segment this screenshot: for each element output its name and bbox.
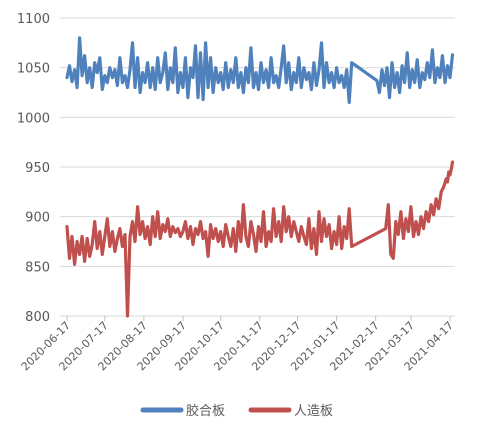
series-lines — [65, 36, 455, 318]
y-tick-label: 1100 — [17, 12, 50, 27]
y-tick-label: 1050 — [17, 62, 50, 77]
y-axis-ticks: 800 850 900 950 1000 1050 1100 — [17, 12, 50, 325]
y-tick-label: 850 — [25, 260, 50, 275]
y-tick-label: 900 — [25, 211, 50, 226]
x-axis-ticks: 2020-06-172020-07-172020-08-172020-09-17… — [19, 316, 456, 373]
y-tick-label: 800 — [25, 310, 50, 325]
y-tick-label: 1000 — [17, 111, 50, 126]
legend: 胶合板 人造板 — [140, 403, 333, 419]
y-tick-label: 950 — [25, 161, 50, 176]
legend-label-plywood: 胶合板 — [186, 403, 225, 419]
legend-label-wood-panel: 人造板 — [294, 404, 333, 419]
series-line-wood-panel — [65, 160, 455, 318]
series-line-plywood — [65, 36, 455, 105]
